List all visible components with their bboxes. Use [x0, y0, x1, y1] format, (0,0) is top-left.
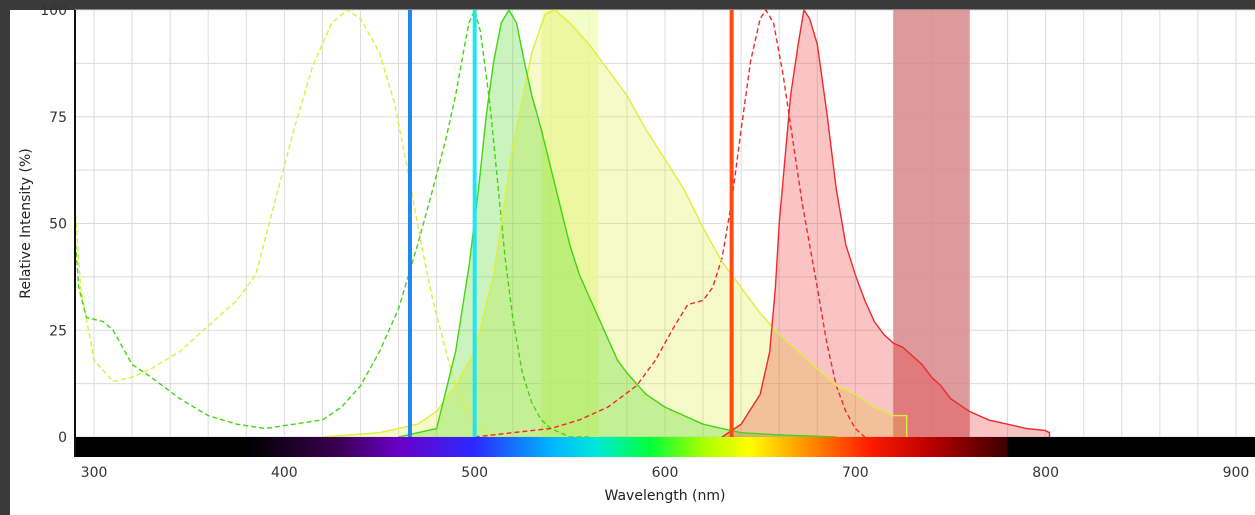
y-tick-label: 0	[58, 430, 67, 446]
series-fills	[322, 10, 1050, 437]
series-yellow-dashed-line	[74, 9, 513, 438]
series-red-solid-line	[721, 8, 1051, 438]
x-tick-label: 500	[461, 465, 488, 481]
x-tick-label: 700	[842, 465, 869, 481]
y-axis-label: Relative Intensity (%)	[18, 148, 34, 299]
y-tick-label: 75	[49, 110, 67, 126]
tick-labels: 300 400 500 600 700 800 900 0 25 50 75 100	[40, 3, 1249, 481]
series-green-solid-line	[398, 8, 837, 438]
x-tick-label: 900	[1223, 465, 1250, 481]
x-axis-label: Wavelength (nm)	[605, 488, 726, 504]
filter-bands	[541, 10, 970, 437]
series-yellow-fill	[322, 10, 907, 437]
y-tick-label: 100	[40, 3, 67, 19]
laser-lines	[407, 10, 734, 437]
filter-band	[541, 10, 599, 437]
color-spectrum-bar	[75, 437, 1255, 457]
x-tick-label: 800	[1032, 465, 1059, 481]
series-red-dashed-line	[474, 8, 866, 438]
y-tick-label: 50	[49, 217, 67, 233]
spectrum-bar-gradient	[246, 437, 1008, 457]
x-tick-label: 400	[271, 465, 298, 481]
series-red-fill	[722, 10, 1050, 437]
series-green-fill	[398, 10, 837, 437]
y-tick-label: 25	[49, 323, 67, 339]
x-tick-label: 300	[81, 465, 108, 481]
x-tick-label: 600	[652, 465, 679, 481]
filter-band	[893, 10, 970, 437]
